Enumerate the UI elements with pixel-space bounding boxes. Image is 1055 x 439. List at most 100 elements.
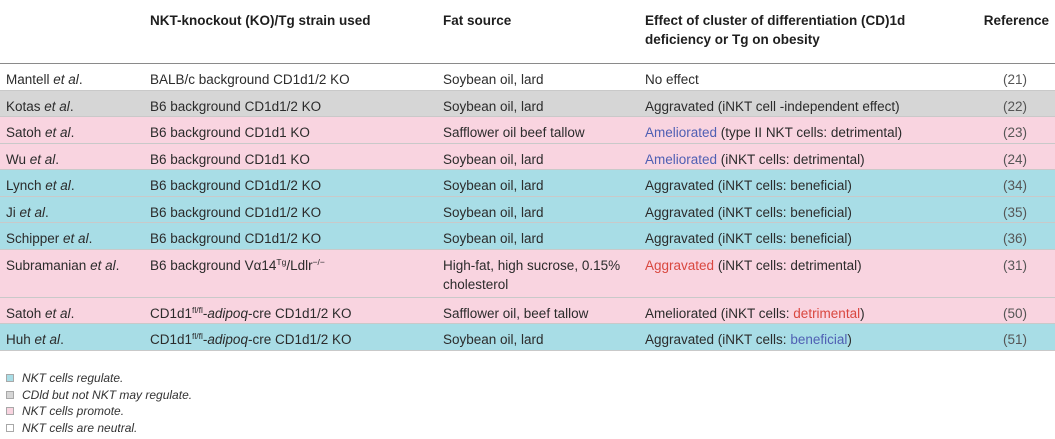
- study-cell: Ji et al.: [6, 203, 140, 222]
- reference-cell: (22): [1002, 98, 1027, 114]
- strain-text: B6 background CD1d1 KO: [150, 125, 310, 140]
- strain-text-mid: -: [202, 332, 208, 347]
- strain-text: B6 background CD1d1/2 KO: [150, 231, 322, 246]
- strain-superscript: fl/fl: [192, 331, 203, 341]
- table-row: Schipper et al. B6 background CD1d1/2 KO S…: [0, 223, 1055, 250]
- strain-text: B6 background Vα14: [150, 257, 277, 273]
- table-row: Subramanian et al. B6 background Vα14Tg/L…: [0, 249, 1055, 298]
- reference-cell: (21): [1002, 72, 1027, 87]
- strain-text: CD1d1: [150, 332, 193, 347]
- fat-source-cell: Soybean oil, lard: [443, 178, 544, 193]
- strain-text: B6 background CD1d1 KO: [150, 151, 310, 167]
- effect-cell: Ameliorated (iNKT cells: detrimental): [645, 150, 975, 169]
- study-etal: et al: [45, 305, 71, 321]
- table-row: Ji et al. B6 background CD1d1/2 KO Soybean…: [0, 196, 1055, 223]
- effect-segment: detrimental: [793, 305, 861, 321]
- effect-cell: Aggravated (iNKT cells: detrimental): [645, 256, 975, 275]
- effect-segment: Ameliorated: [645, 125, 718, 140]
- strain-text-tail: -cre CD1d1/2 KO: [247, 305, 352, 321]
- effect-segment: (type II NKT cells: detrimental): [717, 125, 903, 140]
- strain-text: B6 background CD1d1/2 KO: [150, 178, 322, 193]
- legend-swatch: [6, 407, 14, 416]
- legend-label: NKT cells are neutral.: [22, 420, 138, 435]
- study-cell: Mantell et al.: [6, 70, 140, 89]
- strain-text-mid: -: [202, 305, 208, 321]
- table-row: Wu et al. B6 background CD1d1 KO Soybean o…: [0, 143, 1055, 170]
- study-cell: Satoh et al.: [6, 123, 140, 142]
- strain-text-mid: /Ldlr: [286, 257, 313, 273]
- fat-source-cell: High-fat, high sucrose, 0.15% cholestero…: [443, 257, 621, 292]
- study-cell: Subramanian et al.: [6, 256, 140, 275]
- strain-cell: CD1d1fl/fl-adipoq-cre CD1d1/2 KO: [150, 330, 430, 349]
- effect-segment: (iNKT cells: detrimental): [717, 151, 865, 167]
- effect-cell: Aggravated (iNKT cells: beneficial): [645, 229, 975, 248]
- strain-cell: B6 background CD1d1/2 KO: [150, 176, 430, 195]
- strain-cell: B6 background Vα14Tg/Ldlr−/−: [150, 256, 430, 275]
- study-etal: et al: [53, 72, 79, 87]
- effect-segment: (iNKT cells: detrimental): [714, 257, 862, 273]
- study-dot: .: [78, 72, 83, 87]
- legend-swatch: [6, 423, 14, 432]
- study-author: Wu: [6, 151, 30, 167]
- effect-segment: Aggravated (iNKT cells: beneficial): [645, 231, 852, 246]
- study-cell: Wu et al.: [6, 150, 140, 169]
- strain-text: B6 background CD1d1/2 KO: [150, 204, 322, 220]
- table-row: Satoh et al. CD1d1fl/fl-adipoq-cre CD1d1/…: [0, 297, 1055, 324]
- legend-item: NKT cells promote.: [6, 403, 192, 420]
- study-dot: .: [55, 151, 60, 167]
- table-row: Satoh et al. B6 background CD1d1 KO Safflo…: [0, 117, 1055, 144]
- study-etal: et al: [90, 257, 116, 273]
- effect-cell: No effect: [645, 70, 975, 89]
- study-etal: et al: [45, 178, 71, 193]
- study-dot: .: [70, 178, 75, 193]
- effect-segment: Aggravated (iNKT cells: beneficial): [645, 178, 852, 193]
- effect-segment: Aggravated: [645, 257, 715, 273]
- strain-superscript: Tg: [276, 256, 287, 267]
- strain-text: CD1d1: [150, 305, 193, 321]
- table-row: Kotas et al. B6 background CD1d1/2 KO Soyb…: [0, 90, 1055, 117]
- fat-source-cell: Soybean oil, lard: [443, 72, 544, 87]
- table-row: Lynch et al. B6 background CD1d1/2 KO Soyb…: [0, 170, 1055, 197]
- study-etal: et al: [34, 332, 61, 347]
- header-reference: Reference: [983, 13, 1049, 28]
- table-body: Mantell et al. BALB/c background CD1d1/2 …: [0, 64, 1055, 351]
- study-author: Huh: [6, 332, 35, 347]
- study-cell: Lynch et al.: [6, 176, 140, 195]
- study-dot: .: [45, 204, 49, 220]
- strain-superscript-2: −/−: [312, 256, 325, 267]
- reference-cell: (34): [1002, 178, 1027, 193]
- study-cell: Schipper et al.: [6, 229, 140, 248]
- fat-source-cell: Soybean oil, lard: [443, 231, 544, 246]
- study-dot: .: [88, 231, 93, 246]
- effect-cell: Aggravated (iNKT cell -independent effec…: [645, 97, 975, 116]
- fat-source-cell: Soybean oil, lard: [443, 151, 544, 167]
- effect-cell: Ameliorated (iNKT cells: detrimental): [645, 304, 975, 323]
- strain-text-tail: -cre CD1d1/2 KO: [247, 332, 352, 347]
- strain-text: BALB/c background CD1d1/2 KO: [150, 72, 350, 87]
- study-author: Schipper: [6, 231, 64, 246]
- strain-cell: BALB/c background CD1d1/2 KO: [150, 70, 430, 89]
- strain-cell: B6 background CD1d1/2 KO: [150, 97, 430, 116]
- strain-cell: B6 background CD1d1 KO: [150, 123, 430, 142]
- strain-cell: B6 background CD1d1/2 KO: [150, 229, 430, 248]
- strain-cell: CD1d1fl/fl-adipoq-cre CD1d1/2 KO: [150, 304, 430, 323]
- reference-cell: (23): [1002, 125, 1027, 140]
- fat-source-cell: Safflower oil beef tallow: [443, 125, 585, 140]
- study-author: Subramanian: [6, 257, 91, 273]
- legend-label: NKT cells promote.: [22, 404, 125, 419]
- data-table: NKT-knockout (KO)/Tg strain used Fat sou…: [0, 13, 1055, 351]
- strain-superscript: fl/fl: [192, 304, 203, 315]
- header-effect: Effect of cluster of differentiation (CD…: [645, 13, 906, 47]
- study-dot: .: [115, 257, 120, 273]
- study-author: Mantell: [6, 72, 54, 87]
- legend-swatch: [6, 390, 14, 399]
- effect-segment: Aggravated (iNKT cells:: [645, 332, 791, 347]
- study-dot: .: [70, 125, 75, 140]
- study-etal: et al: [19, 204, 46, 220]
- study-etal: et al: [44, 98, 70, 114]
- study-dot: .: [70, 305, 75, 321]
- effect-cell: Aggravated (iNKT cells: beneficial): [645, 330, 975, 349]
- reference-cell: (24): [1002, 151, 1027, 167]
- reference-cell: (50): [1002, 305, 1027, 321]
- study-author: Kotas: [6, 98, 45, 114]
